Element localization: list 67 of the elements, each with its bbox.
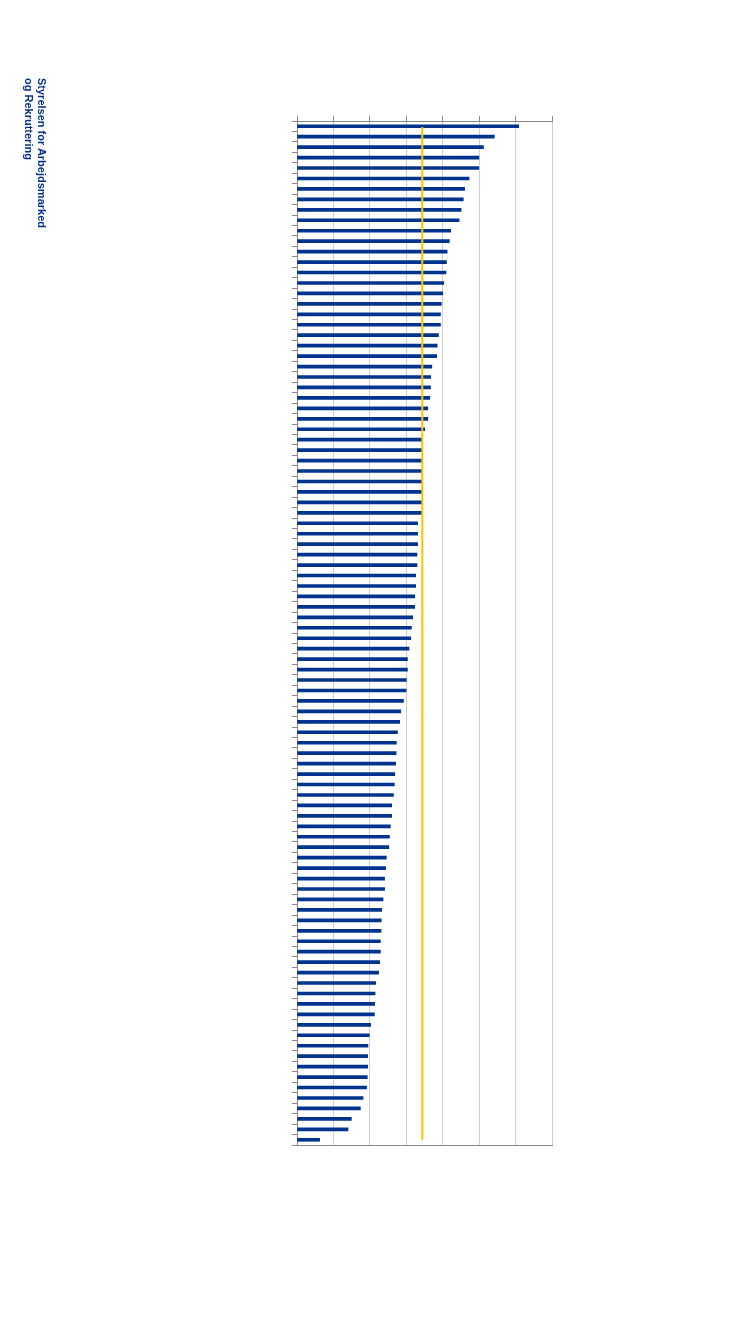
bar [297, 845, 390, 850]
bar [297, 1054, 369, 1059]
bar [297, 1043, 369, 1048]
bar [297, 793, 394, 797]
bar [297, 751, 397, 755]
bar [297, 218, 460, 223]
bar [297, 887, 385, 891]
bar [297, 1023, 371, 1027]
bar [297, 605, 416, 609]
bar [297, 124, 520, 129]
bar [297, 521, 418, 526]
bar [297, 322, 441, 327]
bar [297, 772, 396, 776]
text: Styrelsen for Arbejdsmarked og Rekruttering [22, 78, 48, 230]
bar [297, 396, 431, 400]
bar [297, 134, 495, 139]
bar [297, 1033, 370, 1038]
bar [297, 207, 462, 212]
bar [297, 1096, 364, 1100]
bar [297, 448, 423, 452]
bar [297, 740, 397, 745]
bar [297, 981, 377, 985]
bar [297, 312, 441, 317]
bar [297, 542, 418, 547]
bar [297, 375, 432, 379]
bar [297, 1075, 368, 1079]
bar [297, 490, 423, 494]
bar [297, 416, 429, 421]
bar [297, 699, 404, 703]
bar [297, 625, 412, 630]
bar [297, 657, 408, 661]
bar [297, 908, 383, 912]
bar [297, 1137, 320, 1142]
bar [297, 678, 407, 682]
bar [297, 281, 445, 285]
bar [297, 563, 418, 567]
bar [297, 437, 423, 442]
bar [297, 228, 451, 233]
bar [297, 1117, 352, 1121]
bar [297, 584, 416, 588]
bar [297, 730, 398, 735]
bar [297, 1002, 375, 1006]
bar [297, 814, 393, 818]
bar [297, 166, 480, 170]
bar [297, 260, 447, 264]
bar [297, 834, 390, 839]
bar [297, 949, 381, 954]
bar [297, 354, 438, 358]
bar [297, 646, 410, 651]
bar [297, 719, 400, 724]
bar [297, 531, 418, 536]
bar [297, 636, 412, 641]
bar [297, 939, 381, 944]
bar [297, 866, 387, 870]
bar [297, 511, 423, 515]
bar [297, 145, 484, 149]
bar [297, 1127, 349, 1132]
bar [297, 302, 442, 306]
bar [297, 615, 414, 620]
bar [297, 469, 423, 473]
bar [297, 333, 439, 338]
bar [297, 824, 391, 829]
bar [297, 239, 450, 243]
bar [297, 187, 465, 191]
bar [297, 928, 382, 933]
bar [297, 427, 426, 432]
bar [297, 960, 381, 964]
